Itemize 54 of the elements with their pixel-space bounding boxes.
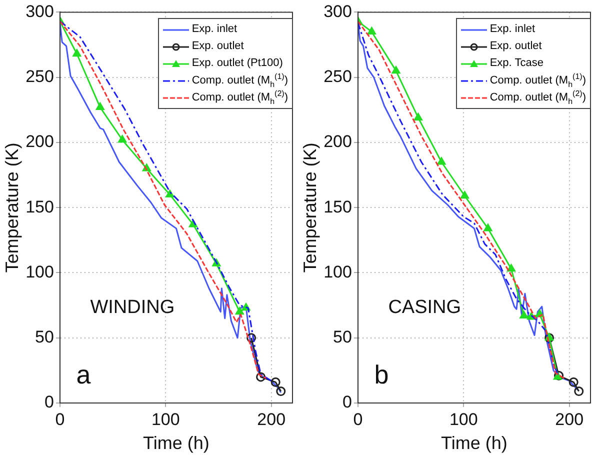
y-tick-label: 300	[26, 2, 54, 21]
point	[367, 26, 376, 34]
point	[414, 112, 422, 120]
point	[270, 377, 280, 387]
y-tick-label: 150	[324, 197, 352, 216]
point	[96, 102, 104, 110]
legend-label: Comp. outlet (M$_{h}$$^{(1)}$)	[490, 72, 586, 89]
point	[392, 66, 400, 74]
y-tick-label: 100	[26, 262, 54, 282]
y-tick-label: 100	[324, 262, 352, 282]
point	[235, 307, 244, 315]
legend-label: Exp. Tcase	[490, 56, 544, 71]
y-axis-title: Temperature (K)	[300, 142, 320, 273]
x-tick-label: 200	[555, 410, 584, 429]
point	[437, 157, 446, 165]
y-tick-label: 300	[324, 2, 352, 21]
y-tick-label: 0	[342, 392, 352, 412]
legend-label: Exp. outlet	[192, 39, 244, 54]
y-tick-label: 50	[333, 328, 352, 347]
legend-label: Comp. outlet (M$_{h}$$^{(2)}$)	[192, 89, 288, 106]
annotation: CASING	[388, 297, 462, 318]
annotation: a	[76, 359, 92, 390]
point	[246, 333, 256, 343]
x-tick-label: 100	[151, 410, 180, 429]
x-tick-label: 100	[449, 410, 478, 429]
point	[574, 386, 584, 396]
point	[507, 264, 516, 272]
x-axis-title: Time (h)	[143, 433, 210, 454]
point	[118, 135, 127, 143]
y-tick-label: 50	[35, 328, 54, 347]
point	[568, 377, 578, 387]
y-tick-label: 200	[324, 132, 352, 152]
point	[520, 310, 528, 318]
point	[276, 386, 286, 396]
legend-label: Exp. outlet	[490, 39, 542, 54]
x-axis-title: Time (h)	[441, 433, 508, 454]
y-tick-label: 250	[324, 67, 352, 86]
point	[72, 49, 82, 57]
x-tick-label: 200	[257, 410, 286, 429]
y-tick-label: 150	[26, 197, 54, 216]
point	[484, 224, 492, 232]
point	[256, 372, 266, 382]
y-axis-title: Temperature (K)	[2, 142, 22, 273]
annotation: WINDING	[90, 297, 175, 318]
y-tick-label: 200	[26, 132, 54, 152]
annotation: b	[374, 359, 389, 390]
legend-label: Exp. inlet	[192, 22, 238, 37]
legend-label: Comp. outlet (M$_{h}$$^{(2)}$)	[490, 89, 586, 106]
y-tick-label: 250	[26, 67, 54, 86]
legend-label: Exp. inlet	[490, 22, 536, 37]
legend-label: Comp. outlet (M$_{h}$$^{(1)}$)	[192, 72, 288, 89]
legend-label: Exp. outlet (Pt100)	[192, 56, 283, 71]
point	[460, 191, 469, 199]
y-tick-label: 0	[44, 392, 54, 412]
